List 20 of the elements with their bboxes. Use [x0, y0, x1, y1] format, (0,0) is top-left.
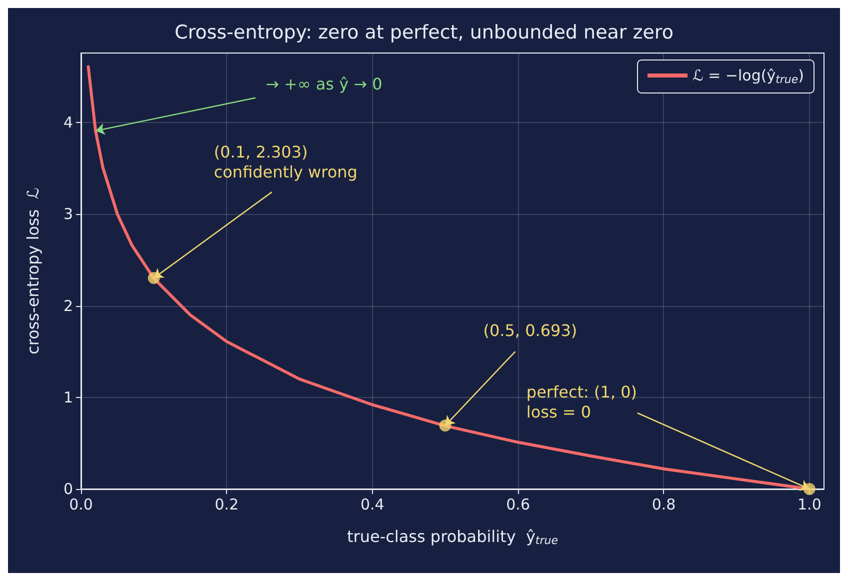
y-tick-label: 0 [63, 480, 73, 498]
x-tick-label: 0.2 [214, 496, 239, 514]
y-tick-label: 4 [63, 114, 73, 132]
y-tick-label: 3 [63, 205, 73, 224]
point [439, 420, 452, 432]
y-tick-label: 1 [63, 388, 73, 406]
y-tick-label: 2 [63, 296, 73, 315]
x-tick-label: 0.6 [506, 496, 530, 514]
annotation: → +∞ as ŷ → 0 [266, 74, 382, 94]
x-tick-label: 0.4 [360, 496, 384, 514]
x-tick-label: 0.0 [69, 496, 93, 514]
y-axis-title: cross-entropy loss ℒ [24, 188, 42, 354]
chart-title: Cross-entropy: zero at perfect, unbounded near zero [174, 22, 674, 44]
x-tick-label: 0.8 [652, 496, 676, 514]
point [148, 272, 160, 284]
annotation: (0.1, 2.303) confidently wrong [214, 142, 358, 182]
annotation: (0.5, 0.693) [483, 321, 578, 340]
annotation: perfect: (1, 0) loss = 0 [526, 382, 638, 422]
point [803, 483, 816, 495]
x-tick-label: 1.0 [798, 496, 822, 514]
